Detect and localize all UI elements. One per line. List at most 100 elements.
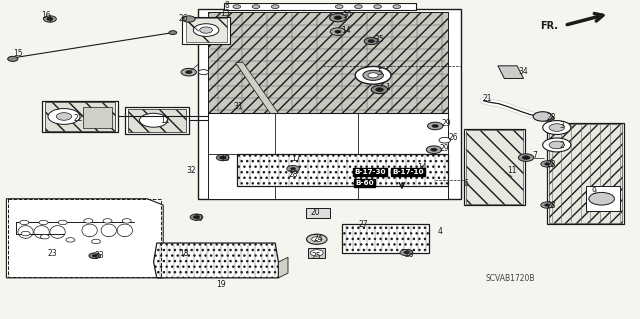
Polygon shape xyxy=(237,154,448,186)
Circle shape xyxy=(181,68,196,76)
Text: 11: 11 xyxy=(508,167,516,175)
Circle shape xyxy=(193,216,200,219)
Polygon shape xyxy=(306,208,330,218)
Polygon shape xyxy=(547,123,624,224)
Text: B-17-30: B-17-30 xyxy=(354,169,386,175)
Text: 20: 20 xyxy=(310,208,320,217)
Polygon shape xyxy=(6,199,163,278)
Polygon shape xyxy=(42,100,118,132)
Text: B-60: B-60 xyxy=(355,180,374,186)
Text: 3: 3 xyxy=(559,121,564,130)
Text: 29: 29 xyxy=(440,144,450,153)
Text: 4: 4 xyxy=(438,226,443,235)
Circle shape xyxy=(330,28,346,35)
Text: 14: 14 xyxy=(340,26,351,35)
Text: 30: 30 xyxy=(342,11,352,20)
Text: 28: 28 xyxy=(405,250,414,259)
Circle shape xyxy=(307,234,327,244)
Circle shape xyxy=(140,113,168,127)
Text: B-17-10: B-17-10 xyxy=(392,169,424,175)
Circle shape xyxy=(363,70,383,80)
Polygon shape xyxy=(128,108,186,132)
Circle shape xyxy=(589,192,614,205)
Text: 10: 10 xyxy=(220,154,230,163)
Circle shape xyxy=(103,219,112,223)
Polygon shape xyxy=(154,243,278,278)
Text: 9: 9 xyxy=(591,187,596,196)
Circle shape xyxy=(66,238,75,242)
Polygon shape xyxy=(186,19,227,42)
Text: 23: 23 xyxy=(47,249,58,258)
Text: 21: 21 xyxy=(483,93,492,103)
Circle shape xyxy=(58,220,67,225)
Circle shape xyxy=(193,24,219,36)
Text: 5: 5 xyxy=(377,68,382,77)
Circle shape xyxy=(40,234,49,239)
Text: SCVAB1720B: SCVAB1720B xyxy=(486,274,536,283)
Polygon shape xyxy=(198,9,461,199)
Polygon shape xyxy=(586,186,620,211)
Text: 16: 16 xyxy=(41,11,51,20)
Text: 31: 31 xyxy=(233,102,243,111)
Text: 35: 35 xyxy=(374,35,384,44)
Circle shape xyxy=(368,73,378,78)
Text: 32: 32 xyxy=(186,167,196,175)
Circle shape xyxy=(518,154,534,161)
Polygon shape xyxy=(466,130,523,204)
Polygon shape xyxy=(236,63,278,113)
Circle shape xyxy=(84,219,93,223)
Circle shape xyxy=(533,112,552,121)
Circle shape xyxy=(39,220,48,225)
Text: 28: 28 xyxy=(547,160,556,169)
Circle shape xyxy=(545,163,550,165)
Circle shape xyxy=(310,250,323,256)
Polygon shape xyxy=(342,224,429,253)
Circle shape xyxy=(21,231,30,236)
Circle shape xyxy=(400,249,413,256)
Circle shape xyxy=(541,202,554,208)
Polygon shape xyxy=(202,11,458,197)
Circle shape xyxy=(198,70,209,75)
Circle shape xyxy=(335,30,341,33)
Circle shape xyxy=(371,85,388,94)
Circle shape xyxy=(44,16,56,22)
Polygon shape xyxy=(308,248,325,258)
Circle shape xyxy=(543,138,571,152)
Polygon shape xyxy=(208,12,448,113)
Circle shape xyxy=(216,154,229,161)
Circle shape xyxy=(56,113,72,120)
Circle shape xyxy=(545,204,550,206)
Circle shape xyxy=(522,156,530,160)
Circle shape xyxy=(549,141,564,149)
Text: 24: 24 xyxy=(314,234,324,243)
Circle shape xyxy=(376,88,383,92)
Circle shape xyxy=(182,16,195,22)
Text: 8: 8 xyxy=(225,1,230,10)
Circle shape xyxy=(549,124,564,131)
Text: 13: 13 xyxy=(220,9,230,18)
Circle shape xyxy=(220,156,226,159)
Circle shape xyxy=(335,5,343,9)
Text: FR.: FR. xyxy=(540,21,558,31)
Text: 7: 7 xyxy=(532,151,537,160)
Circle shape xyxy=(431,148,437,151)
Text: 26: 26 xyxy=(179,14,189,24)
Circle shape xyxy=(428,122,443,130)
Circle shape xyxy=(545,117,550,119)
Circle shape xyxy=(432,124,438,128)
Circle shape xyxy=(330,14,346,22)
Text: 17: 17 xyxy=(291,154,301,163)
Circle shape xyxy=(200,27,212,33)
Circle shape xyxy=(393,5,401,9)
Circle shape xyxy=(190,214,203,220)
Circle shape xyxy=(169,31,177,34)
Text: 29: 29 xyxy=(442,119,452,128)
Circle shape xyxy=(252,5,260,9)
Text: 27: 27 xyxy=(358,220,369,229)
Text: 26: 26 xyxy=(448,133,458,143)
Circle shape xyxy=(20,220,29,225)
Text: 6: 6 xyxy=(463,179,468,188)
Circle shape xyxy=(543,121,571,135)
Circle shape xyxy=(47,18,53,20)
Text: 28: 28 xyxy=(547,113,556,122)
